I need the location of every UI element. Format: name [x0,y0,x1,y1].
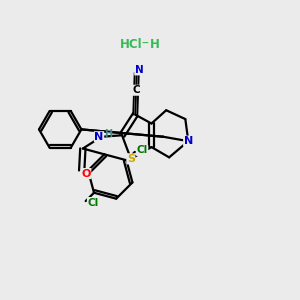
Text: HCl: HCl [119,38,142,50]
Text: N: N [184,136,193,146]
Text: N: N [94,132,104,142]
Text: H: H [104,129,112,140]
Text: C: C [132,85,140,95]
Text: Cl: Cl [136,146,148,155]
Text: –: – [141,37,148,51]
Text: Cl: Cl [87,197,99,208]
Text: S: S [127,154,135,164]
Text: H: H [150,38,160,50]
Text: O: O [81,169,91,178]
Text: N: N [135,65,143,75]
